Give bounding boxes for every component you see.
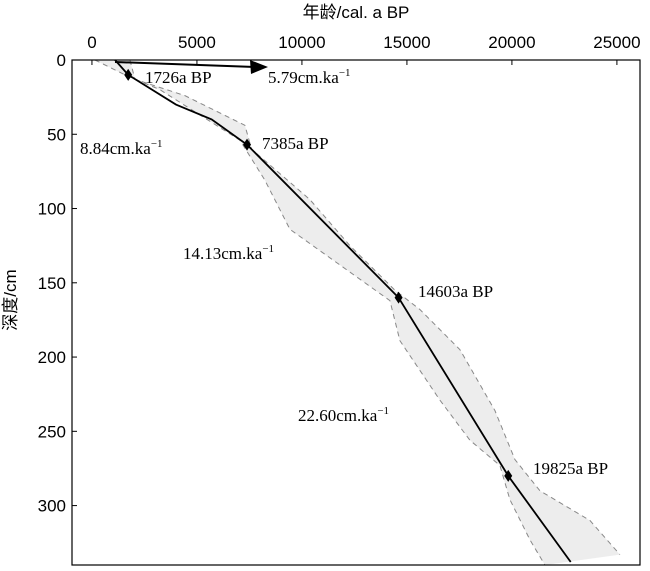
x-tick-label: 10000 (278, 33, 325, 52)
rate-text: 5.79cm.ka (268, 68, 339, 87)
x-tick-label: 0 (87, 33, 96, 52)
x-tick-label: 20000 (488, 33, 535, 52)
x-tick-label: 15000 (383, 33, 430, 52)
date-label: 19825a BP (533, 459, 608, 478)
x-tick-label: 25000 (593, 33, 640, 52)
y-tick-label: 50 (47, 125, 66, 144)
confidence-bound (94, 59, 546, 566)
rate-label: 14.13cm.ka−1 (183, 243, 274, 263)
date-marker (124, 68, 133, 81)
rate-superscript: −1 (377, 405, 389, 417)
y-axis-title: 深度/cm (1, 269, 20, 330)
arrow (114, 61, 256, 68)
rate-superscript: −1 (151, 138, 163, 150)
y-tick-label: 100 (38, 200, 66, 219)
date-label: 14603a BP (418, 282, 493, 301)
date-marker (243, 138, 252, 151)
rate-label: 5.79cm.ka−1 (268, 67, 351, 87)
rate-superscript: −1 (262, 243, 274, 255)
date-marker (394, 291, 403, 304)
rate-label: 8.84cm.ka−1 (80, 138, 163, 158)
x-tick-label: 5000 (178, 33, 216, 52)
rate-text: 14.13cm.ka (183, 244, 263, 263)
date-label: 7385a BP (262, 134, 329, 153)
y-tick-label: 250 (38, 422, 66, 441)
y-tick-label: 200 (38, 348, 66, 367)
arrow-head (250, 60, 268, 74)
date-marker (504, 469, 513, 482)
date-label: 1726a BP (145, 68, 212, 87)
rate-label: 22.60cm.ka−1 (298, 405, 389, 425)
y-tick-label: 150 (38, 274, 66, 293)
rate-text: 8.84cm.ka (80, 139, 151, 158)
confidence-area (94, 60, 620, 565)
rate-superscript: −1 (339, 67, 351, 79)
x-axis-title: 年龄/cal. a BP (303, 3, 410, 22)
y-tick-label: 0 (57, 51, 66, 70)
age-depth-line (114, 59, 572, 563)
plot-frame (71, 59, 641, 566)
confidence-bound (129, 59, 621, 555)
rate-text: 22.60cm.ka (298, 406, 378, 425)
y-tick-label: 300 (38, 497, 66, 516)
